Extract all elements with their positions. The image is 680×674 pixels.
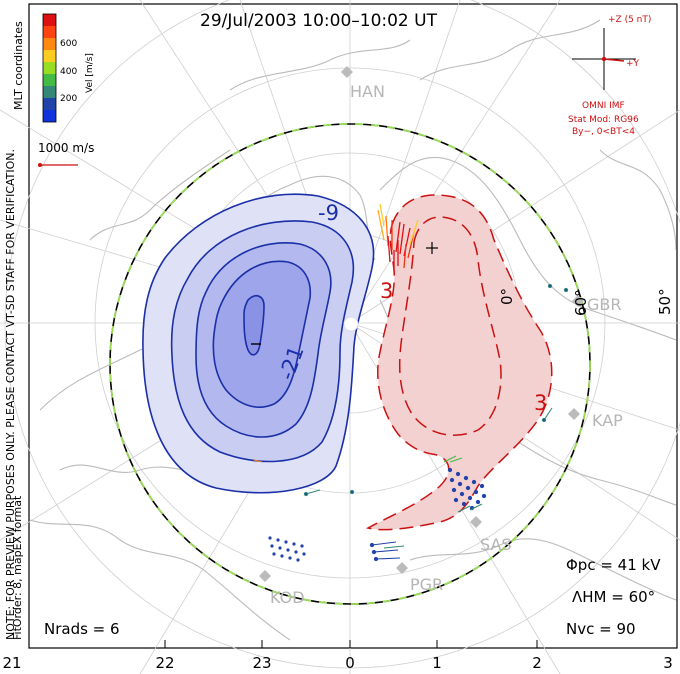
station-label-kap: KAP [592,411,623,430]
station-labels: HAN GBR KAP SAS PGR KOD [270,82,623,607]
colorbar-tick-400: 400 [60,67,77,77]
stat-n-vc: Nvc = 90 [566,620,636,638]
station-label-pgr: PGR [410,575,443,594]
map-title: 29/Jul/2003 10:00–10:02 UT [200,11,438,31]
imf-model: Stat Mod: RG96 [568,115,639,125]
reference-vector-label: 1000 m/s [38,141,94,155]
station-markers [259,66,584,582]
mlt-tick-1: 1 [432,654,442,672]
fitorder-note: FitOrder: 8, mapEX format [11,495,24,640]
velocity-vectors-misc [253,283,569,497]
dusk-convection-cell [142,193,375,494]
velocity-vectors-pgr [369,541,405,562]
velocity-colorbar: 600 400 200 Vel [m/s] [42,13,95,123]
mlt-tick-21: 21 [2,654,21,672]
imf-z-label: +Z (5 nT) [608,15,651,25]
imf-y-label: +Y [626,59,640,69]
reference-vector: 1000 m/s [38,141,94,167]
latitude-labels: 0° 60° 50° [498,288,674,316]
mlt-tick-labels: 21 22 23 0 1 2 3 [2,654,672,672]
coordinate-label: MLT coordinates [12,21,25,110]
mlt-tick-22: 22 [155,654,174,672]
mlt-tick-23: 23 [252,654,271,672]
hmb-boundary-green [109,123,591,605]
contour-label-neg1: -9 [318,201,339,225]
station-label-gbr: GBR [587,295,622,314]
map-statistics: Φpc = 41 kV ΛHM = 60° Nvc = 90 Nrads = 6 [44,556,661,638]
pole-marker [343,316,359,332]
colorbar-label: Vel [m/s] [85,53,95,93]
lat-label-50: 50° [656,288,674,315]
stat-n-rads: Nrads = 6 [44,620,120,638]
dawn-convection-cell [365,194,553,531]
velocity-vectors-kod [268,536,306,562]
colorbar-tick-600: 600 [60,39,77,49]
station-label-kod: KOD [270,588,305,607]
imf-condition: By−, 0<BT<4 [572,127,635,137]
station-label-han: HAN [350,82,385,101]
mlt-tick-3: 3 [663,654,673,672]
colorbar-tick-200: 200 [60,94,77,104]
mlt-tick-0: 0 [345,654,355,672]
imf-dial: +Z (5 nT) +Y OMNI IMF Stat Mod: RG96 By−… [568,15,651,137]
contour-label-pos1: 3 [380,279,393,303]
mlt-axis [28,640,678,648]
contour-label-pos2: 3 [534,391,547,415]
station-label-sas: SAS [480,535,512,554]
lat-label-0: 0° [498,288,516,305]
preview-note: NOTE: FOR PREVIEW PURPOSES ONLY. PLEASE … [4,149,17,640]
velocity-vectors-dawn [443,455,487,513]
lat-label-60: 60° [572,289,590,316]
stat-phi-pc: Φpc = 41 kV [566,556,661,574]
imf-source: OMNI IMF [582,101,625,111]
velocity-vectors-cusp [377,203,419,272]
stat-lambda-hm: ΛHM = 60° [572,588,655,606]
mlt-tick-2: 2 [532,654,542,672]
